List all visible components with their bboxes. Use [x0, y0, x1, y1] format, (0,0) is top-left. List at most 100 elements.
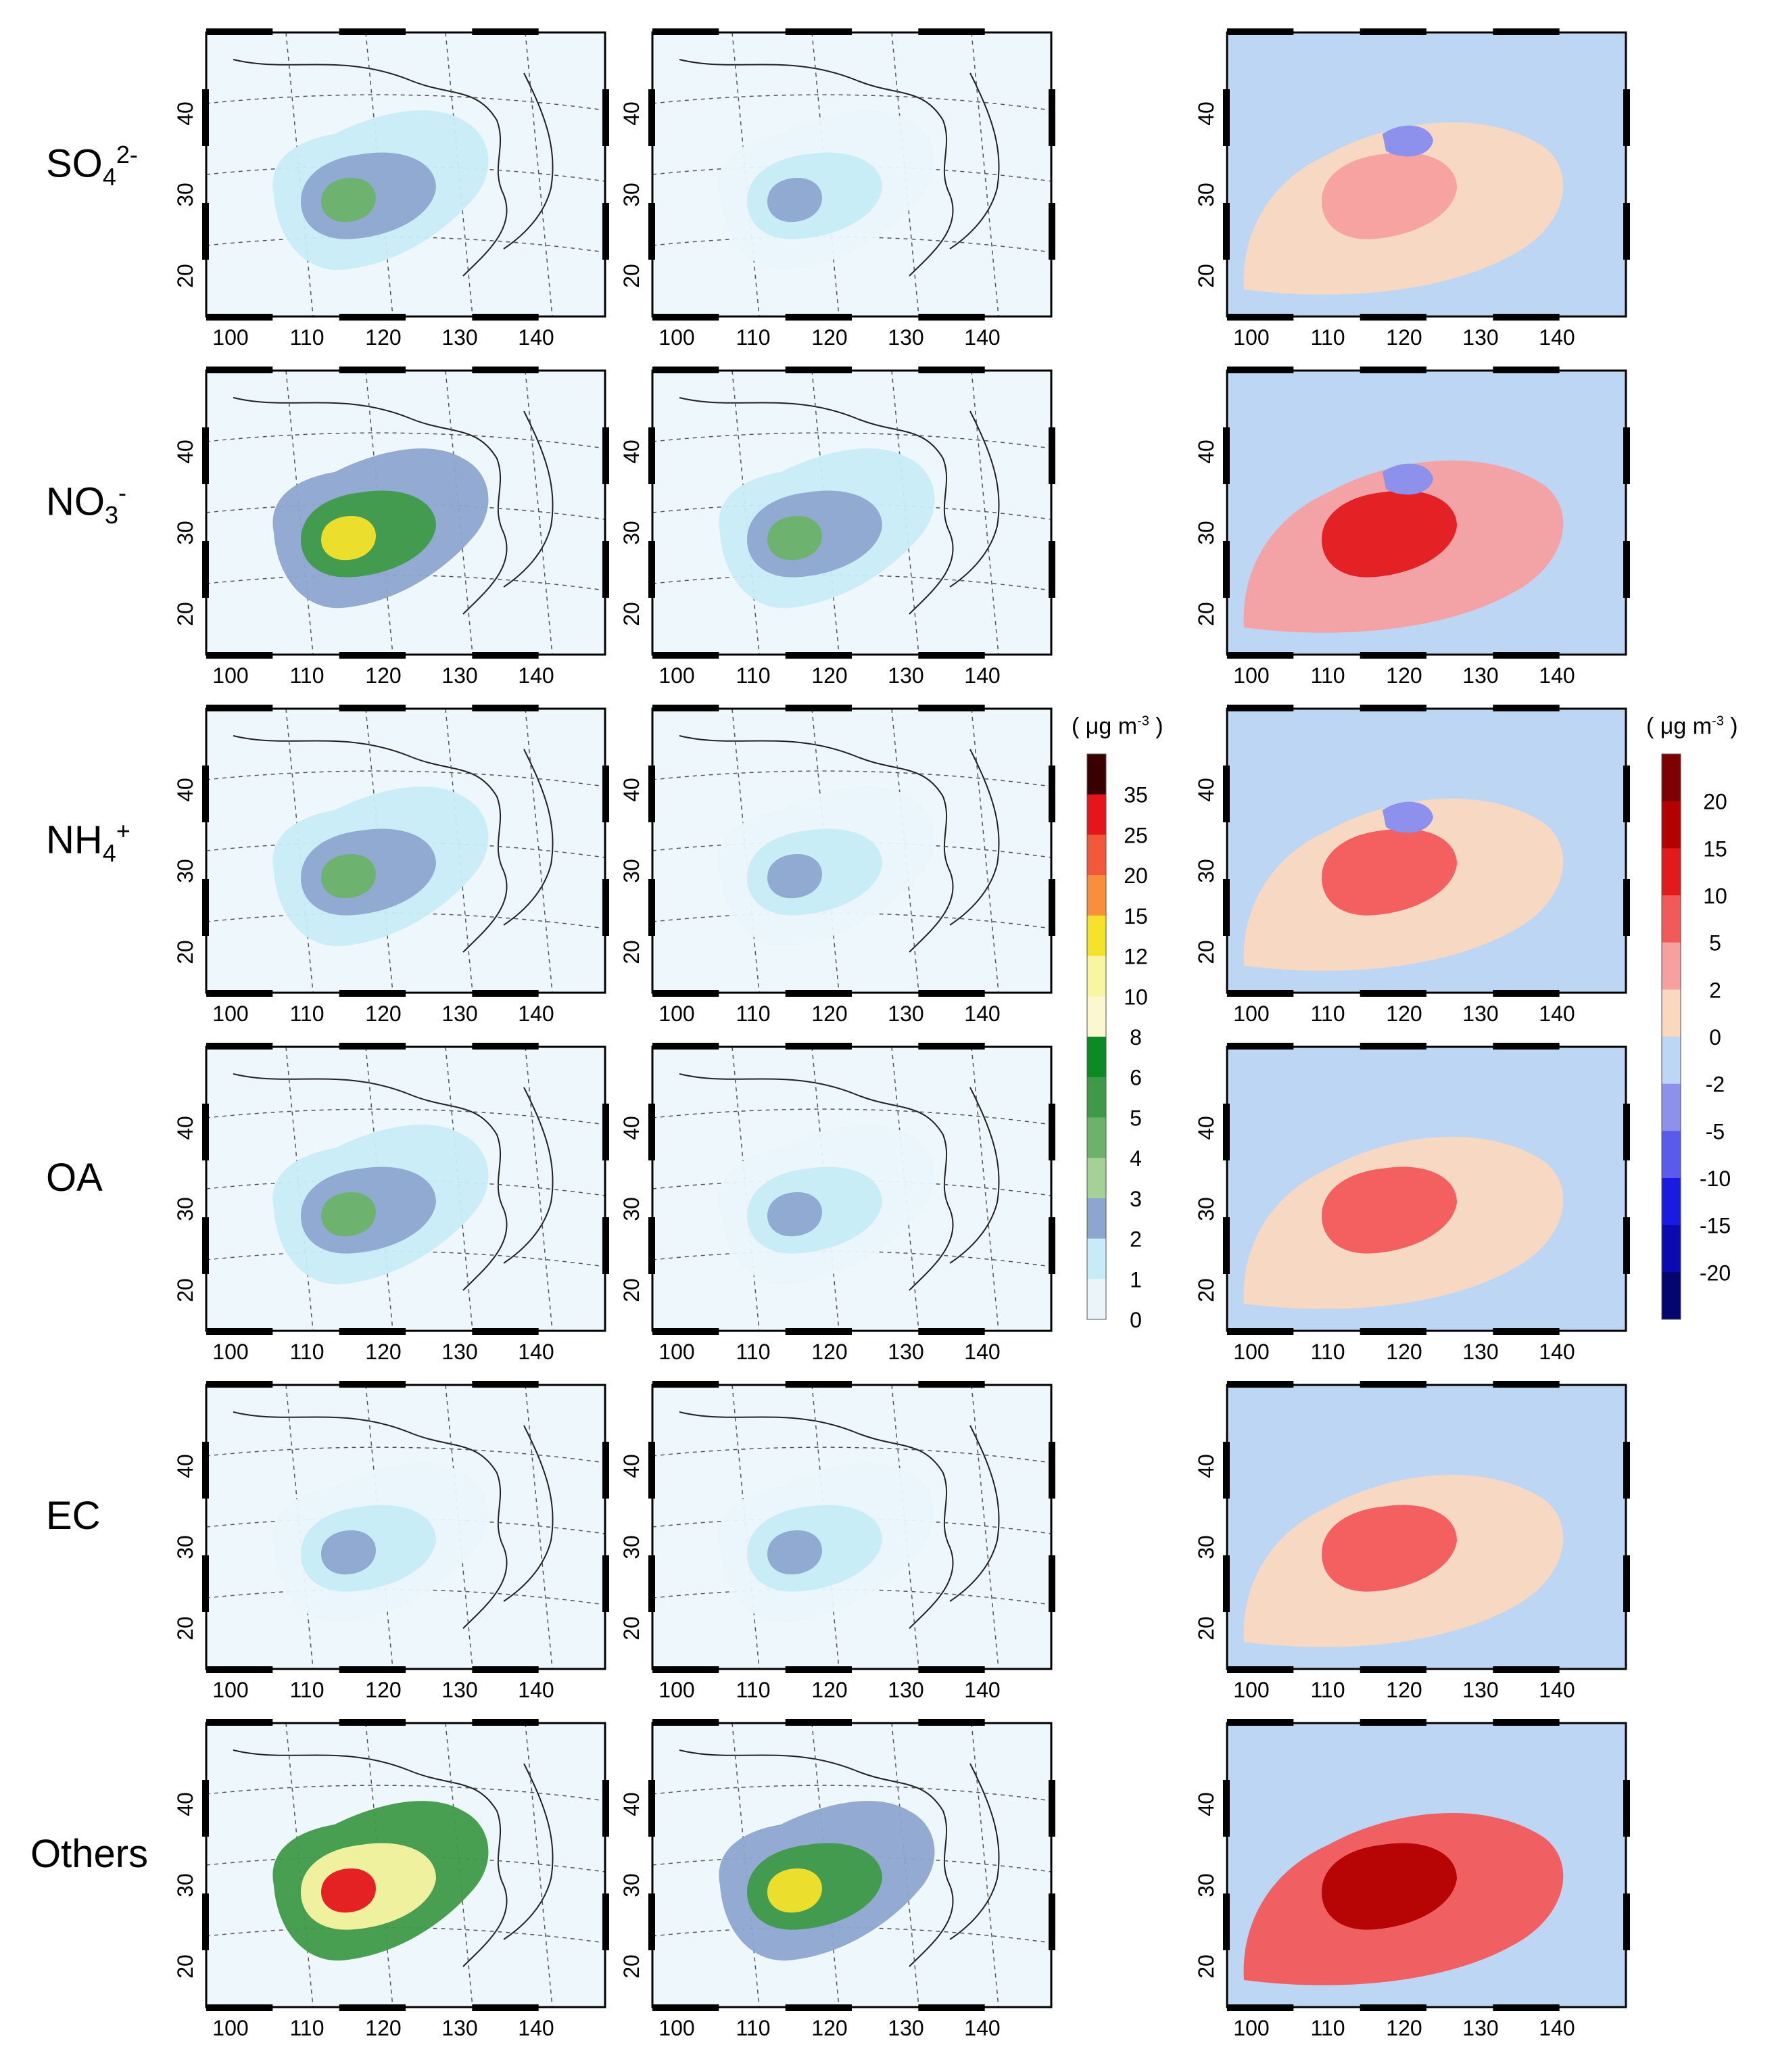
lon-tick-label: 110 [1310, 1002, 1345, 1026]
lat-tick-label: 20 [619, 1616, 644, 1641]
map-panel-r0-c2: 100 110 120 130 140 20 30 40 [1194, 28, 1630, 350]
lon-tick-label: 130 [1462, 1340, 1498, 1364]
lon-tick-label: 120 [811, 1678, 847, 1702]
concentration-colorbar-label: 25 [1124, 823, 1148, 847]
difference-colorbar-swatch [1662, 1272, 1681, 1320]
lon-tick-label: 100 [1233, 1002, 1269, 1026]
concentration-colorbar-swatch [1087, 956, 1106, 997]
row-label-species: OA [46, 1156, 103, 1200]
difference-colorbar-swatch [1662, 1225, 1681, 1273]
difference-colorbar-swatch [1662, 989, 1681, 1037]
lon-tick-label: 100 [212, 2016, 248, 2040]
lat-tick-label: 30 [173, 521, 197, 545]
difference-colorbar-swatch [1662, 1178, 1681, 1226]
lon-tick-label: 130 [1462, 325, 1498, 350]
lon-tick-label: 120 [811, 1340, 847, 1364]
lat-tick-label: 40 [173, 1454, 197, 1478]
lat-tick-label: 20 [173, 1954, 197, 1979]
lon-tick-label: 140 [964, 1340, 1000, 1364]
map-panel-r2-c2: 100 110 120 130 140 20 30 40 [1194, 705, 1630, 1026]
lon-tick-label: 100 [1233, 663, 1269, 688]
lon-tick-label: 130 [1462, 1002, 1498, 1026]
concentration-colorbar-swatch [1087, 1238, 1106, 1279]
lon-tick-label: 140 [964, 1002, 1000, 1026]
difference-colorbar-label: -15 [1700, 1214, 1731, 1238]
lon-tick-label: 120 [1386, 1002, 1422, 1026]
lon-tick-label: 130 [1462, 1678, 1498, 1702]
difference-colorbar-swatch [1662, 754, 1681, 802]
concentration-colorbar-swatch [1087, 1158, 1106, 1199]
difference-colorbar-unit: ( μg m-3 ) [1646, 713, 1738, 739]
lat-tick-label: 30 [173, 1535, 197, 1559]
concentration-colorbar-label: 20 [1124, 864, 1148, 888]
lon-tick-label: 110 [1310, 325, 1345, 350]
map-panel-r1-c1: 100 110 120 130 140 20 30 40 [619, 367, 1055, 688]
lon-tick-label: 140 [518, 1002, 554, 1026]
lon-tick-label: 130 [441, 325, 477, 350]
lat-tick-label: 30 [619, 859, 644, 883]
lon-tick-label: 120 [811, 663, 847, 688]
lon-tick-label: 110 [289, 1002, 324, 1026]
lon-tick-label: 120 [365, 325, 401, 350]
lon-tick-label: 120 [811, 1002, 847, 1026]
lat-tick-label: 30 [1194, 1535, 1218, 1559]
lat-tick-label: 20 [1194, 264, 1218, 288]
concentration-colorbar-swatch [1087, 915, 1106, 957]
lon-tick-label: 140 [518, 2016, 554, 2040]
concentration-colorbar-label: 2 [1130, 1227, 1142, 1252]
map-panel-r0-c0: 100 110 120 130 140 20 30 40 [173, 28, 609, 350]
lon-tick-label: 140 [964, 663, 1000, 688]
difference-colorbar-swatch [1662, 848, 1681, 896]
lon-tick-label: 130 [888, 2016, 923, 2040]
concentration-colorbar-swatch [1087, 1117, 1106, 1158]
difference-colorbar-swatch [1662, 1083, 1681, 1131]
lon-tick-label: 130 [441, 1340, 477, 1364]
lon-tick-label: 100 [212, 1678, 248, 1702]
concentration-colorbar-swatch [1087, 1279, 1106, 1320]
row-label: NO3- [46, 479, 126, 529]
lat-tick-label: 30 [1194, 859, 1218, 883]
lon-tick-label: 110 [736, 2016, 770, 2040]
lat-tick-label: 40 [173, 101, 197, 126]
lon-tick-label: 140 [1539, 1002, 1575, 1026]
lat-tick-label: 30 [619, 1873, 644, 1898]
concentration-colorbar-label: 4 [1130, 1146, 1142, 1171]
lat-tick-label: 40 [1194, 1792, 1218, 1816]
difference-colorbar-swatch [1662, 942, 1681, 990]
lon-tick-label: 110 [1310, 663, 1345, 688]
difference-colorbar-label: 5 [1709, 931, 1721, 956]
row-label: Others [30, 1831, 148, 1877]
lon-tick-label: 100 [658, 2016, 694, 2040]
lat-tick-label: 30 [1194, 521, 1218, 545]
row-label-subscript: 4 [102, 162, 116, 191]
lon-tick-label: 110 [736, 1002, 770, 1026]
lon-tick-label: 140 [518, 325, 554, 350]
lon-tick-label: 120 [811, 325, 847, 350]
map-panel-r1-c2: 100 110 120 130 140 20 30 40 [1194, 367, 1630, 688]
concentration-colorbar-label: 8 [1130, 1025, 1142, 1050]
lon-tick-label: 120 [1386, 1340, 1422, 1364]
difference-colorbar-label: 10 [1703, 884, 1727, 908]
concentration-colorbar-label: 0 [1130, 1308, 1142, 1332]
difference-colorbar-label: 0 [1709, 1025, 1721, 1050]
lon-tick-label: 110 [289, 1340, 324, 1364]
lon-tick-label: 140 [518, 1340, 554, 1364]
lon-tick-label: 130 [441, 663, 477, 688]
row-label-superscript: - [118, 479, 127, 507]
row-label: OA [46, 1155, 103, 1200]
row-label-species: NH [46, 818, 103, 862]
lon-tick-label: 100 [658, 1002, 694, 1026]
lon-tick-label: 100 [1233, 325, 1269, 350]
map-panel-r2-c0: 100 110 120 130 140 20 30 40 [173, 705, 609, 1026]
lon-tick-label: 120 [1386, 663, 1422, 688]
concentration-colorbar-swatch [1087, 1198, 1106, 1240]
lon-tick-label: 110 [736, 663, 770, 688]
row-label-superscript: + [116, 817, 130, 845]
row-label: EC [46, 1493, 101, 1538]
concentration-colorbar-swatch [1087, 1077, 1106, 1118]
lon-tick-label: 120 [365, 1340, 401, 1364]
difference-colorbar-swatch [1662, 801, 1681, 849]
map-panel-r3-c0: 100 110 120 130 140 20 30 40 [173, 1043, 609, 1364]
lon-tick-label: 100 [1233, 1340, 1269, 1364]
lat-tick-label: 30 [1194, 1873, 1218, 1898]
